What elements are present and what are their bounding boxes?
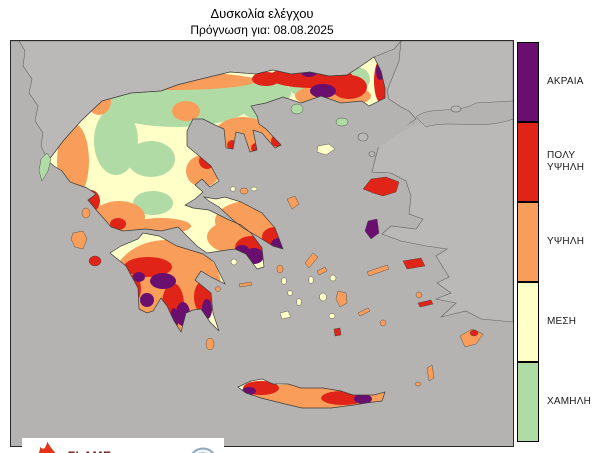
map-header: Δυσκολία ελέγχου Πρόγνωση για: 08.08.202… [10, 0, 514, 38]
peloponnese-outline [109, 232, 226, 333]
island-lesbos [362, 176, 400, 197]
legend-label-medium: ΜΕΣΗ [547, 316, 577, 327]
greece-fire-map: FLAME Πυρομετεωρολογική Ομάδα M Meteo [10, 40, 514, 453]
legend-label-extreme: ΑΚΡΑΙΑ [547, 76, 584, 87]
legend-swatch-medium [517, 281, 539, 362]
island-milos [279, 310, 292, 320]
island-serifos [287, 290, 293, 296]
island-limnos [316, 143, 336, 156]
island-kalymnos [415, 291, 423, 299]
flame-logo: FLAME Πυρομετεωρολογική Ομάδα [31, 439, 113, 453]
island-thasos [290, 103, 304, 115]
island-mykonos [329, 274, 337, 282]
island-kythnos [281, 277, 287, 285]
island-karpathos [426, 364, 435, 382]
page-title: Δυσκολία ελέγχου [210, 6, 314, 21]
flame-icon [38, 441, 56, 453]
island-naxos [335, 290, 348, 308]
island-alonissos [250, 186, 258, 192]
island-sifnos [296, 298, 302, 306]
observatory-emblem-icon [190, 447, 215, 453]
island-spetses [215, 286, 221, 292]
legend-swatch-high [517, 201, 539, 282]
legend-item-high: ΥΨΗΛΗ [517, 201, 599, 282]
island-astypalea [379, 319, 387, 327]
island-tinos [316, 266, 328, 276]
island-kythira [205, 337, 215, 351]
island-kefalonia [70, 230, 88, 250]
sea-of-marmara [415, 100, 513, 128]
island-kos [417, 299, 434, 308]
island-rhodes-north [469, 329, 479, 337]
legend-swatch-very-high [517, 121, 539, 202]
national-observatory-athens-logo [188, 447, 218, 453]
island-skiathos [230, 186, 236, 192]
island-ios [328, 313, 336, 319]
island-santorini [333, 327, 342, 337]
crete-outline [237, 378, 386, 409]
island-chios [364, 218, 380, 240]
logos-panel: FLAME Πυρομετεωρολογική Ομάδα M Meteo [22, 438, 224, 453]
greek-islands [38, 103, 484, 387]
legend-swatch-low [517, 361, 539, 442]
island-samos [402, 257, 426, 270]
island-zakynthos [88, 255, 102, 267]
legend-label-high: ΥΨΗΛΗ [547, 236, 585, 247]
turkish-island-marmara [450, 105, 462, 113]
flame-logo-name: FLAME [68, 450, 113, 453]
island-skopelos [239, 187, 249, 195]
island-ikaria [366, 264, 390, 277]
island-kasos [414, 381, 422, 387]
euboea-outline [202, 196, 284, 250]
island-lefkada [81, 207, 91, 219]
island-kea [276, 264, 284, 274]
turkish-island-bozcaada [368, 151, 376, 157]
island-aegina [230, 258, 238, 266]
legend-item-low: ΧΑΜΗΛΗ [517, 361, 599, 442]
island-syros [308, 276, 314, 284]
legend-item-medium: ΜΕΣΗ [517, 281, 599, 362]
legend-swatch-extreme [517, 41, 539, 122]
dardanelles-strait [373, 118, 424, 149]
greece-map-svg [11, 41, 513, 446]
island-hydra [238, 281, 253, 288]
island-samothraki [335, 117, 349, 127]
island-corfu [38, 152, 52, 182]
mainland-greece-outline [47, 56, 386, 270]
legend-item-very-high: ΠΟΛΥ ΥΨΗΛΗ [517, 121, 599, 202]
island-skyros [286, 195, 300, 210]
risk-legend: ΑΚΡΑΙΑ ΠΟΛΥ ΥΨΗΛΗ ΥΨΗΛΗ ΜΕΣΗ ΧΑΜΗΛΗ [517, 41, 599, 442]
island-paros [319, 292, 327, 302]
legend-label-low: ΧΑΜΗΛΗ [547, 396, 591, 407]
legend-item-extreme: ΑΚΡΑΙΑ [517, 41, 599, 122]
greece-outlines [47, 56, 386, 409]
island-amorgos [357, 307, 371, 317]
island-andros [304, 252, 319, 269]
forecast-date: Πρόγνωση για: 08.08.2025 [190, 23, 334, 37]
turkish-island-gokceada [357, 132, 369, 142]
legend-label-very-high: ΠΟΛΥ ΥΨΗΛΗ [547, 150, 585, 173]
